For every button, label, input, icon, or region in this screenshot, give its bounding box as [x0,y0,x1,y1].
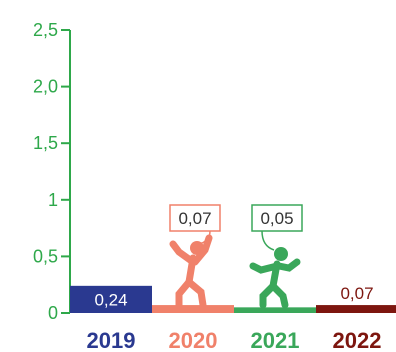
x-tick-label-2022: 2022 [333,328,382,352]
label-layer: 2019 0,24 2020 0,07 2021 0,05 2022 0,07 [87,204,382,352]
data-label-2020: 0,07 [178,209,211,228]
y-tick-label: 2,0 [33,77,58,97]
callout-connector [261,230,275,251]
axis-layer: 0 0,5 1 1,5 2,0 2,5 [33,20,71,323]
icon-layer [169,230,301,309]
figure-arm-left [249,262,281,274]
y-tick-label: 1,5 [33,133,58,153]
figure-head [274,247,288,261]
figure-leg-right [185,278,207,309]
figure-leg-left [175,278,193,309]
figure-leg-left [259,282,277,309]
x-tick-label-2021: 2021 [251,328,300,352]
person-dancing-icon [169,234,213,309]
bar-2022 [316,305,396,313]
bar-2020 [152,305,234,313]
y-tick-label: 0 [48,303,58,323]
figure-arm-right [191,234,213,266]
data-label-2019: 0,24 [94,290,127,309]
figure-arm-right [275,258,301,272]
data-label-box-2020 [169,204,221,232]
data-label-box-2021 [251,204,303,232]
y-tick-label: 0,5 [33,246,58,266]
bar-layer [70,285,396,313]
data-label-2021: 0,05 [260,209,293,228]
callout-connector [197,230,211,245]
y-tick-label: 1 [48,190,58,210]
bar-2019 [70,285,152,313]
figure-arm-left [169,240,197,266]
data-label-2022: 0,07 [340,284,373,303]
x-tick-label-2019: 2019 [87,328,136,352]
person-dancing-icon [249,247,301,309]
figure-leg-right [269,282,289,309]
x-tick-label-2020: 2020 [169,328,218,352]
bar-2021 [234,307,316,313]
y-tick-label: 2,5 [33,20,58,40]
